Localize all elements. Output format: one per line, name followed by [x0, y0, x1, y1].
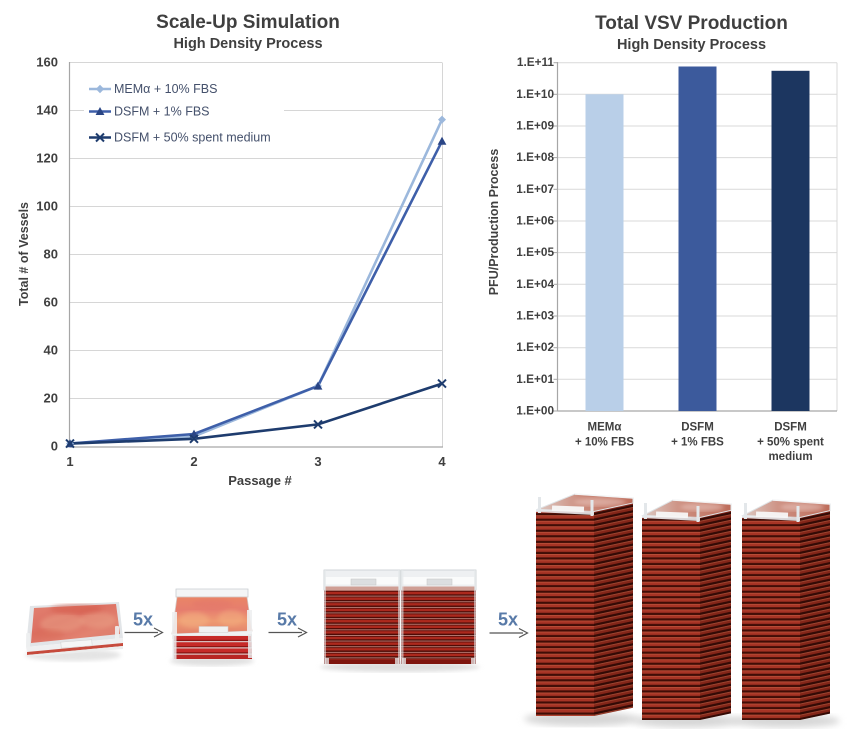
svg-text:MEMα: MEMα — [588, 422, 622, 434]
svg-text:1.E+03: 1.E+03 — [516, 309, 554, 323]
svg-text:DSFM + 1% FBS: DSFM + 1% FBS — [114, 105, 210, 119]
svg-text:High Density Process: High Density Process — [173, 36, 322, 52]
svg-text:MEMα + 10% FBS: MEMα + 10% FBS — [114, 82, 217, 96]
svg-text:medium: medium — [768, 451, 812, 463]
svg-text:1.E+06: 1.E+06 — [516, 214, 554, 228]
svg-text:PFU/Production Process: PFU/Production Process — [487, 149, 501, 296]
svg-text:DSFM: DSFM — [681, 422, 714, 434]
svg-text:5x: 5x — [133, 610, 153, 630]
svg-text:40: 40 — [44, 343, 58, 358]
svg-text:1.E+05: 1.E+05 — [516, 245, 554, 259]
svg-text:Total VSV Production: Total VSV Production — [595, 13, 788, 34]
svg-text:1.E+10: 1.E+10 — [516, 87, 554, 101]
svg-text:+ 50% spent: + 50% spent — [757, 437, 824, 449]
svg-text:1.E+01: 1.E+01 — [516, 372, 554, 386]
svg-text:1.E+00: 1.E+00 — [516, 404, 554, 418]
svg-text:20: 20 — [44, 391, 58, 406]
svg-text:High Density Process: High Density Process — [617, 37, 766, 53]
svg-text:1.E+11: 1.E+11 — [517, 55, 555, 69]
svg-text:+ 1% FBS: + 1% FBS — [671, 437, 724, 449]
svg-text:120: 120 — [36, 151, 58, 166]
svg-text:4: 4 — [438, 454, 446, 469]
svg-text:1: 1 — [66, 454, 73, 469]
svg-text:Scale-Up Simulation: Scale-Up Simulation — [156, 12, 340, 33]
svg-text:140: 140 — [36, 103, 58, 118]
svg-text:60: 60 — [44, 295, 58, 310]
svg-text:1.E+08: 1.E+08 — [516, 150, 554, 164]
svg-text:100: 100 — [36, 199, 58, 214]
svg-text:5x: 5x — [277, 610, 297, 630]
svg-text:1.E+07: 1.E+07 — [516, 182, 554, 196]
svg-text:160: 160 — [36, 55, 58, 70]
svg-text:1.E+02: 1.E+02 — [516, 340, 554, 354]
svg-text:3: 3 — [314, 454, 321, 469]
svg-text:DSFM + 50% spent medium: DSFM + 50% spent medium — [114, 131, 271, 145]
svg-text:5x: 5x — [498, 610, 518, 630]
svg-text:80: 80 — [44, 247, 58, 262]
svg-text:Total # of Vessels: Total # of Vessels — [17, 202, 31, 306]
svg-text:0: 0 — [51, 439, 58, 454]
svg-text:+ 10% FBS: + 10% FBS — [575, 437, 634, 449]
svg-text:1.E+04: 1.E+04 — [516, 277, 554, 291]
svg-text:2: 2 — [190, 454, 197, 469]
svg-text:1.E+09: 1.E+09 — [516, 119, 554, 133]
svg-text:Passage #: Passage # — [228, 473, 292, 488]
svg-text:DSFM: DSFM — [774, 422, 807, 434]
